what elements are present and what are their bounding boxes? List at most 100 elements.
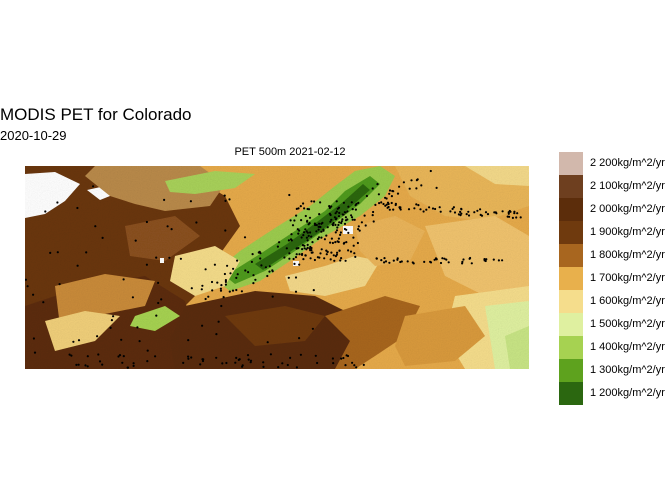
station-point: [377, 193, 380, 196]
station-point: [479, 213, 482, 216]
station-point: [311, 241, 314, 244]
station-point: [232, 267, 235, 270]
station-point: [204, 268, 207, 271]
station-point: [349, 250, 353, 253]
station-point: [441, 257, 444, 260]
station-point: [247, 358, 250, 361]
station-point: [326, 250, 329, 253]
station-point: [97, 353, 100, 356]
station-point: [213, 263, 216, 266]
station-point: [157, 301, 160, 305]
station-point: [301, 248, 304, 251]
station-points: [25, 169, 522, 369]
station-point: [302, 234, 305, 237]
station-point: [396, 257, 399, 260]
station-point: [320, 236, 323, 239]
station-point: [294, 290, 298, 293]
station-point: [473, 211, 476, 214]
raster-layer: [25, 166, 529, 369]
station-point: [306, 239, 309, 242]
station-point: [449, 210, 452, 213]
station-point: [288, 193, 291, 197]
station-point: [364, 224, 367, 227]
station-point: [407, 208, 411, 211]
pet-raster-svg: [25, 166, 529, 369]
station-point: [201, 324, 204, 327]
station-point: [215, 333, 218, 336]
station-point: [187, 357, 190, 360]
legend: 2 200kg/m^2/yr 2 100kg/m^2/yr 2 000kg/m^…: [559, 152, 672, 406]
pet-raster-map: [25, 166, 529, 369]
station-point: [224, 280, 227, 283]
station-point: [354, 204, 357, 207]
station-point: [371, 214, 374, 217]
station-point: [268, 265, 271, 268]
station-point: [293, 262, 296, 265]
station-point: [399, 208, 402, 211]
station-point: [376, 183, 379, 186]
station-point: [225, 361, 228, 365]
station-point: [249, 359, 253, 362]
station-point: [343, 211, 346, 214]
station-point: [350, 214, 353, 217]
station-point: [392, 208, 395, 211]
station-point: [224, 199, 227, 202]
station-point: [221, 362, 224, 365]
legend-swatch: [559, 382, 583, 405]
station-point: [336, 207, 339, 210]
station-point: [300, 253, 304, 256]
station-point: [350, 201, 353, 204]
station-point: [236, 259, 239, 262]
station-point: [305, 230, 308, 233]
station-point: [399, 260, 402, 264]
station-point: [189, 200, 192, 203]
legend-label: 1 500kg/m^2/yr: [590, 318, 665, 330]
station-point: [229, 272, 232, 275]
station-point: [344, 216, 347, 219]
station-point: [298, 229, 301, 232]
legend-label: 1 700kg/m^2/yr: [590, 272, 665, 284]
station-point: [462, 258, 465, 261]
legend-label: 1 300kg/m^2/yr: [590, 364, 665, 376]
station-point: [332, 221, 335, 225]
legend-item: 1 200kg/m^2/yr: [559, 382, 672, 405]
legend-swatch: [559, 267, 583, 290]
station-point: [513, 212, 516, 215]
station-point: [155, 314, 158, 317]
station-point: [307, 223, 310, 226]
legend-item: 1 300kg/m^2/yr: [559, 359, 672, 382]
station-point: [210, 280, 214, 284]
station-point: [295, 253, 298, 256]
station-point: [334, 223, 337, 226]
station-point: [332, 362, 335, 365]
station-point: [76, 206, 79, 210]
station-point: [429, 260, 432, 263]
station-point: [309, 257, 312, 260]
station-point: [384, 196, 387, 199]
station-point: [319, 225, 322, 229]
station-point: [380, 201, 383, 204]
station-point: [339, 233, 342, 236]
station-point: [351, 208, 354, 211]
station-point: [375, 257, 378, 260]
station-point: [372, 210, 375, 214]
station-point: [341, 218, 344, 221]
station-point: [309, 231, 312, 234]
station-point: [251, 253, 254, 256]
station-point: [204, 297, 207, 301]
station-point: [434, 257, 438, 260]
station-point: [295, 366, 298, 369]
station-point: [238, 358, 241, 361]
station-point: [223, 272, 226, 276]
station-point: [385, 203, 388, 206]
station-point: [388, 189, 392, 192]
station-point: [276, 245, 279, 248]
station-point: [315, 230, 318, 233]
station-point: [396, 192, 400, 195]
station-point: [247, 271, 250, 274]
station-point: [360, 221, 363, 224]
station-point: [319, 201, 322, 204]
station-point: [223, 194, 226, 197]
station-point: [201, 358, 204, 361]
station-point: [329, 258, 332, 261]
